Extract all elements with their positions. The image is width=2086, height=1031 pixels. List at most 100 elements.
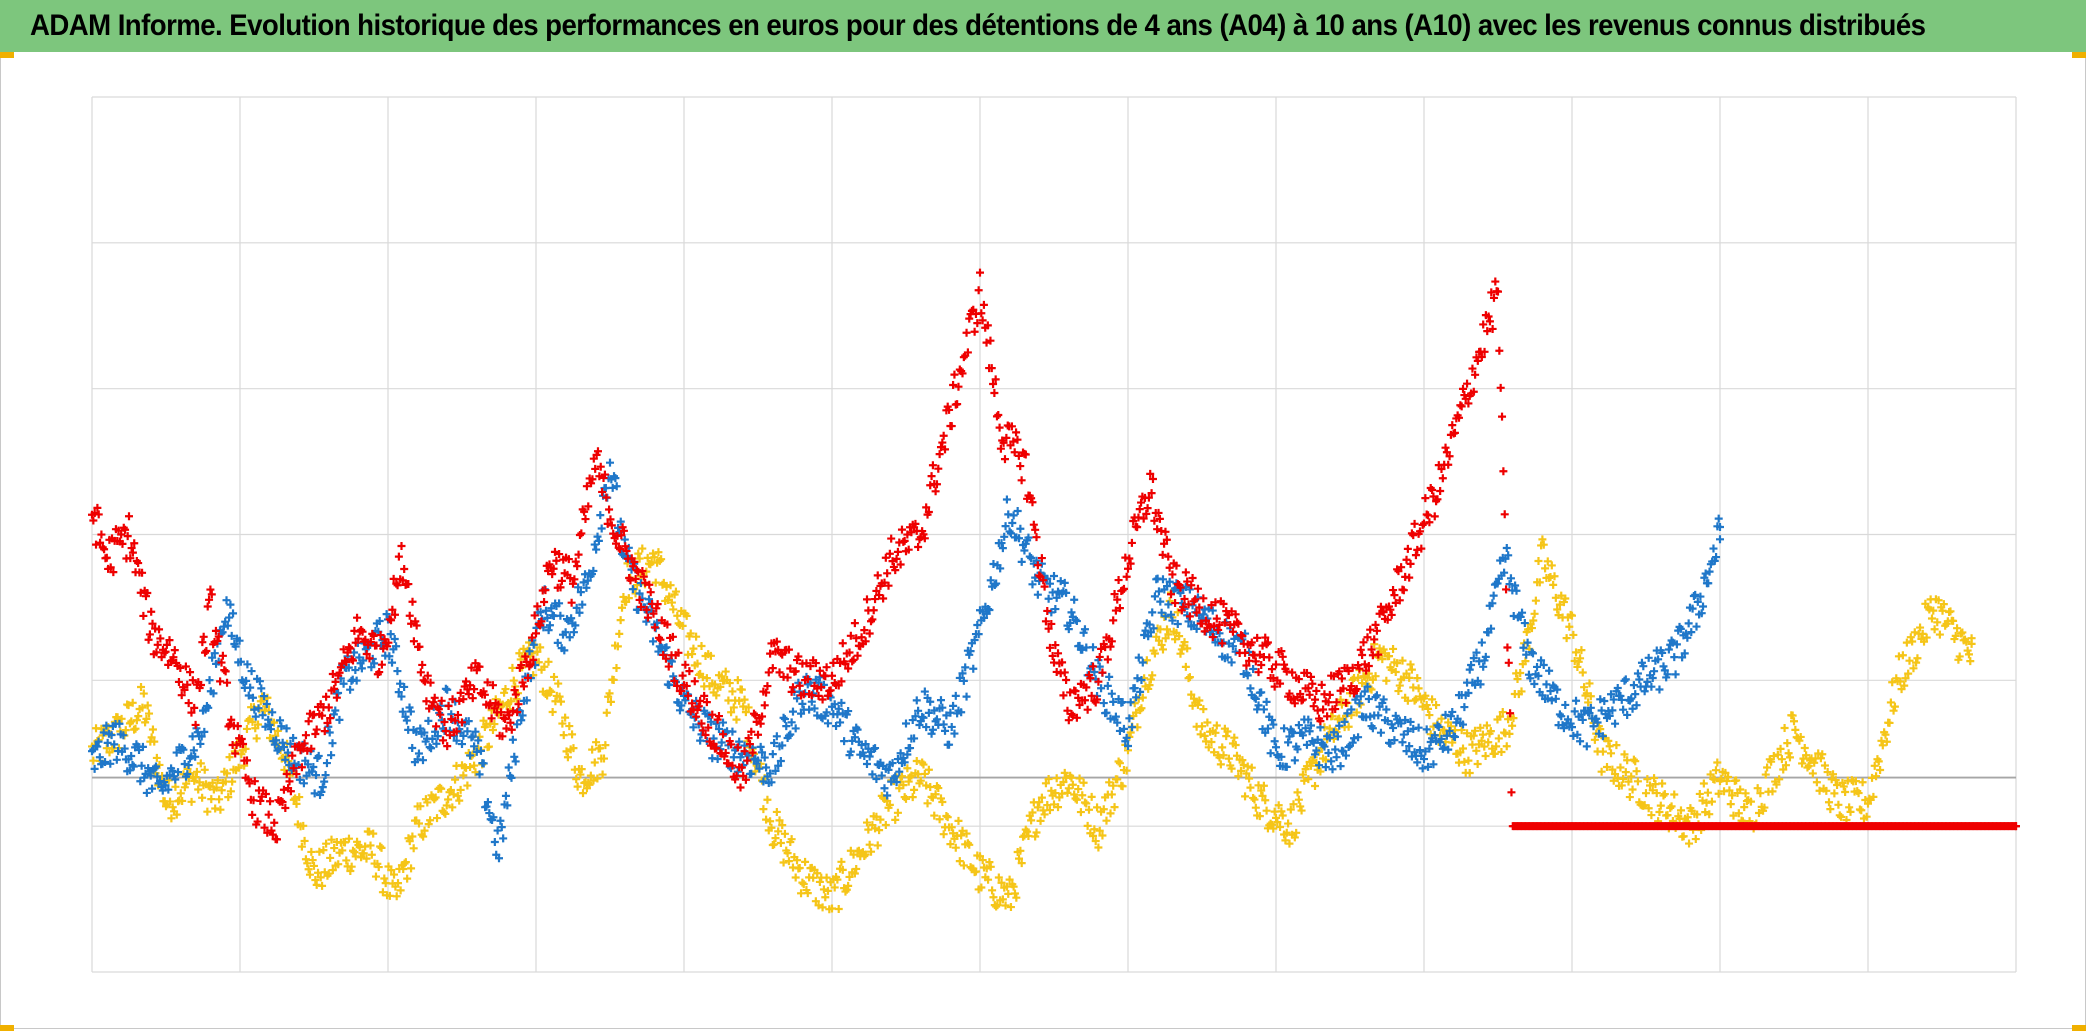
point-blue	[582, 583, 591, 592]
point-yellow	[1705, 810, 1714, 819]
point-blue	[1627, 694, 1636, 703]
point-yellow	[544, 657, 553, 666]
point-blue	[1132, 693, 1141, 702]
point-yellow	[725, 679, 734, 688]
point-blue	[235, 636, 244, 645]
point-yellow	[1321, 755, 1330, 764]
point-blue	[412, 727, 421, 736]
point-red	[1231, 610, 1240, 619]
point-blue	[1676, 624, 1685, 633]
point-yellow	[1216, 760, 1225, 769]
point-yellow	[1421, 691, 1430, 700]
point-blue	[1164, 600, 1173, 609]
point-red	[1207, 601, 1216, 610]
point-blue	[388, 658, 397, 667]
point-blue	[1288, 727, 1297, 736]
point-blue	[992, 579, 1001, 588]
point-yellow	[616, 616, 625, 625]
point-blue	[986, 576, 995, 585]
point-blue	[1001, 522, 1010, 531]
point-yellow	[605, 689, 614, 698]
point-blue	[303, 760, 312, 769]
point-yellow	[1300, 776, 1309, 785]
point-blue	[779, 713, 788, 722]
point-blue	[778, 741, 787, 750]
point-yellow	[678, 621, 687, 630]
point-red	[853, 651, 862, 660]
point-red	[1144, 493, 1153, 502]
point-yellow	[579, 789, 588, 798]
point-red	[1499, 467, 1508, 476]
point-yellow	[548, 707, 557, 716]
point-blue	[719, 718, 728, 727]
point-yellow	[657, 555, 666, 564]
point-red	[879, 594, 888, 603]
point-red	[873, 571, 882, 580]
point-red	[220, 666, 229, 675]
point-red	[702, 698, 711, 707]
point-yellow	[849, 850, 858, 859]
point-yellow	[942, 812, 951, 821]
point-red	[1278, 652, 1287, 661]
point-yellow	[394, 879, 403, 888]
point-yellow	[1741, 789, 1750, 798]
point-blue	[915, 721, 924, 730]
point-blue	[1448, 707, 1457, 716]
point-yellow	[1955, 652, 1964, 661]
point-red	[1471, 370, 1480, 379]
point-yellow	[867, 847, 876, 856]
point-red	[536, 621, 545, 630]
point-yellow	[1437, 714, 1446, 723]
point-yellow	[139, 689, 148, 698]
point-yellow	[1670, 790, 1679, 799]
point-yellow	[1550, 572, 1559, 581]
point-yellow	[1234, 772, 1243, 781]
point-red	[436, 710, 445, 719]
point-yellow	[380, 874, 389, 883]
point-red	[868, 615, 877, 624]
point-yellow	[1818, 750, 1827, 759]
point-red	[995, 423, 1004, 432]
point-yellow	[1640, 801, 1649, 810]
point-yellow	[1889, 706, 1898, 715]
point-red	[297, 763, 306, 772]
point-blue	[1302, 740, 1311, 749]
point-blue	[1520, 619, 1529, 628]
point-blue	[574, 583, 583, 592]
point-yellow	[1534, 557, 1543, 566]
point-yellow	[1837, 812, 1846, 821]
point-red	[1074, 693, 1083, 702]
point-yellow	[1250, 795, 1259, 804]
point-red	[455, 696, 464, 705]
point-red	[939, 431, 948, 440]
point-blue	[1372, 691, 1381, 700]
point-yellow	[577, 765, 586, 774]
point-red	[1000, 455, 1009, 464]
point-blue	[1692, 622, 1701, 631]
point-blue	[928, 725, 937, 734]
point-red	[541, 586, 550, 595]
point-red	[152, 648, 161, 657]
point-yellow	[904, 777, 913, 786]
point-yellow	[377, 843, 386, 852]
point-blue	[1619, 705, 1628, 714]
point-red	[502, 724, 511, 733]
point-yellow	[1576, 654, 1585, 663]
point-blue	[980, 613, 989, 622]
point-red	[1184, 600, 1193, 609]
point-yellow	[1363, 673, 1372, 682]
point-yellow	[1395, 681, 1404, 690]
point-blue	[1379, 695, 1388, 704]
point-blue	[511, 757, 520, 766]
point-blue	[1062, 588, 1071, 597]
point-blue	[872, 775, 881, 784]
point-red	[145, 630, 154, 639]
point-red	[174, 677, 183, 686]
point-red	[335, 668, 344, 677]
point-yellow	[606, 697, 615, 706]
point-red	[612, 539, 621, 548]
point-red	[1312, 686, 1321, 695]
point-yellow	[986, 862, 995, 871]
point-yellow	[1906, 633, 1915, 642]
point-blue	[927, 729, 936, 738]
